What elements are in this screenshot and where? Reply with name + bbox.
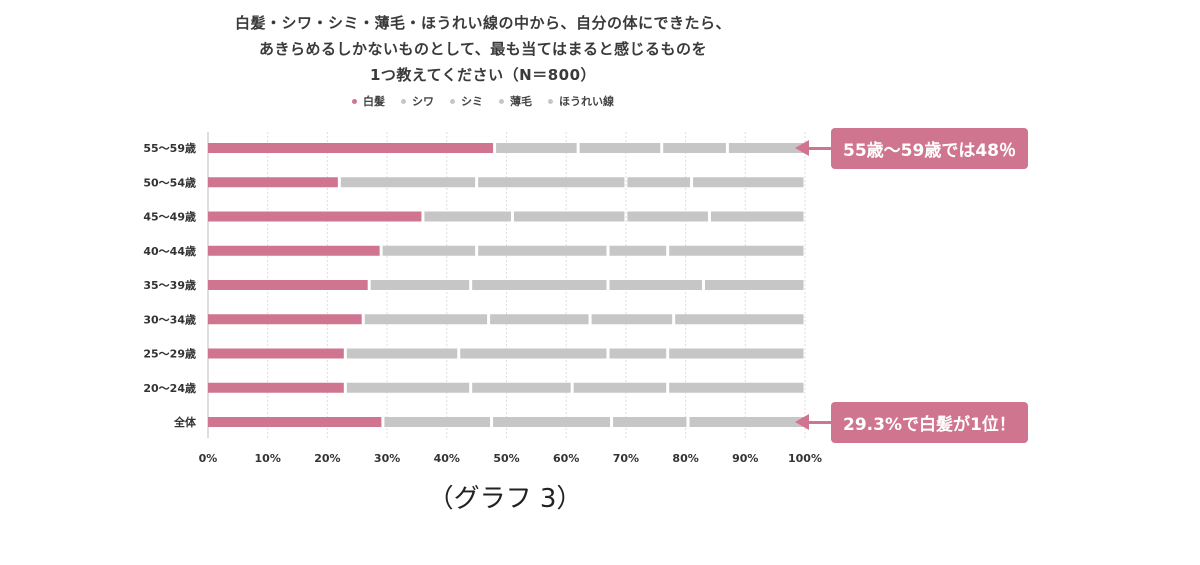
- bar-segment: [579, 143, 661, 153]
- bar-segment: [705, 280, 804, 290]
- bar-segment: [490, 314, 589, 325]
- bar-segment: [669, 348, 804, 359]
- callout-connector: [805, 420, 833, 424]
- bar-segment: [208, 280, 368, 290]
- bar-segment: [424, 211, 511, 222]
- bar-segment: [591, 314, 673, 325]
- title-line-1: 白髪・シワ・シミ・薄毛・ほうれい線の中から、自分の体にできたら、: [234, 14, 731, 32]
- x-tick-label: 90%: [732, 452, 758, 465]
- bar-segment: [496, 143, 577, 153]
- bar-segment: [370, 280, 470, 290]
- x-tick-label: 50%: [493, 452, 519, 465]
- title-line-3: 1つ教えてください（N＝800）: [369, 66, 597, 84]
- legend-swatch: [450, 98, 455, 104]
- bar-segment: [609, 245, 667, 256]
- bar-segment: [346, 348, 458, 359]
- bar-segment: [573, 382, 667, 393]
- bar-segment: [613, 417, 687, 427]
- y-category-label: 25〜29歳: [143, 347, 196, 361]
- bar-segment: [609, 280, 703, 290]
- legend-swatch: [401, 98, 406, 104]
- bar-segment: [384, 417, 491, 427]
- x-tick-label: 70%: [613, 452, 639, 465]
- legend-label: シミ: [461, 95, 483, 108]
- bar-segment: [208, 314, 362, 325]
- bar-segment: [675, 314, 804, 325]
- bar-segment: [472, 382, 571, 393]
- callout-box: 29.3%で白髪が1位！: [831, 402, 1028, 443]
- bar-segment: [208, 177, 338, 188]
- x-tick-label: 30%: [374, 452, 400, 465]
- x-tick-label: 40%: [434, 452, 460, 465]
- x-tick-label: 10%: [255, 452, 281, 465]
- y-category-label: 45〜49歳: [143, 210, 196, 224]
- bar-segment: [627, 211, 708, 222]
- legend-item: 薄毛: [499, 93, 532, 109]
- legend-item: シワ: [401, 93, 434, 109]
- bar-segment: [478, 177, 625, 188]
- legend-item: シミ: [450, 93, 483, 109]
- bar-segment: [364, 314, 488, 325]
- bar-segment: [689, 417, 804, 427]
- callout-connector: [805, 146, 833, 150]
- legend-label: ほうれい線: [559, 95, 614, 108]
- bar-segment: [346, 382, 470, 393]
- y-category-label: 50〜54歳: [143, 175, 196, 189]
- bar-segment: [663, 143, 726, 153]
- legend-label: 薄毛: [510, 95, 532, 108]
- y-category-label: 40〜44歳: [143, 244, 196, 258]
- y-category-label: 35〜39歳: [143, 278, 196, 292]
- bar-segment: [208, 245, 380, 256]
- x-tick-label: 100%: [788, 452, 822, 465]
- bar-segment: [728, 143, 804, 153]
- legend-swatch: [499, 98, 504, 104]
- bar-segment: [669, 245, 804, 256]
- figure-caption: （グラフ 3）: [427, 484, 583, 514]
- bar-segment: [627, 177, 691, 188]
- legend-item: ほうれい線: [548, 93, 614, 109]
- x-tick-label: 0%: [199, 452, 218, 465]
- x-tick-label: 20%: [314, 452, 340, 465]
- callout-pointer: [795, 414, 809, 430]
- x-tick-label: 80%: [672, 452, 698, 465]
- y-category-label: 20〜24歳: [143, 381, 196, 395]
- legend-item: 白髪: [352, 93, 385, 109]
- x-tick-label: 60%: [553, 452, 579, 465]
- bar-segment: [208, 417, 382, 427]
- legend-swatch: [548, 98, 553, 104]
- legend-label: シワ: [412, 95, 434, 108]
- legend-label: 白髪: [363, 95, 385, 108]
- bar-segment: [710, 211, 804, 222]
- bar-segment: [478, 245, 607, 256]
- bar-segment: [609, 348, 667, 359]
- bar-segment: [669, 382, 804, 393]
- callout-box: 55歳〜59歳では48％: [831, 128, 1028, 169]
- chart-legend: 白髪 シワ シミ 薄毛 ほうれい線: [0, 93, 966, 109]
- bar-segment: [513, 211, 625, 222]
- title-line-2: あきらめるしかないものとして、最も当てはまると感じるものを: [258, 40, 707, 58]
- y-category-label: 30〜34歳: [143, 312, 196, 326]
- legend-swatch: [352, 98, 357, 104]
- bar-segment: [472, 280, 607, 290]
- bar-segment: [208, 382, 344, 393]
- bar-segment: [208, 143, 494, 153]
- chart-title: 白髪・シワ・シミ・薄毛・ほうれい線の中から、自分の体にできたら、 あきらめるしか…: [0, 10, 966, 88]
- bar-segment: [208, 211, 422, 222]
- bar-segment: [493, 417, 611, 427]
- bar-segment: [208, 348, 344, 359]
- bar-segment: [693, 177, 804, 188]
- callout-pointer: [795, 140, 809, 156]
- bar-segment: [340, 177, 476, 188]
- bar-segment: [460, 348, 607, 359]
- y-category-label: 55〜59歳: [143, 141, 196, 155]
- bar-segment: [382, 245, 476, 256]
- y-category-label: 全体: [173, 415, 197, 429]
